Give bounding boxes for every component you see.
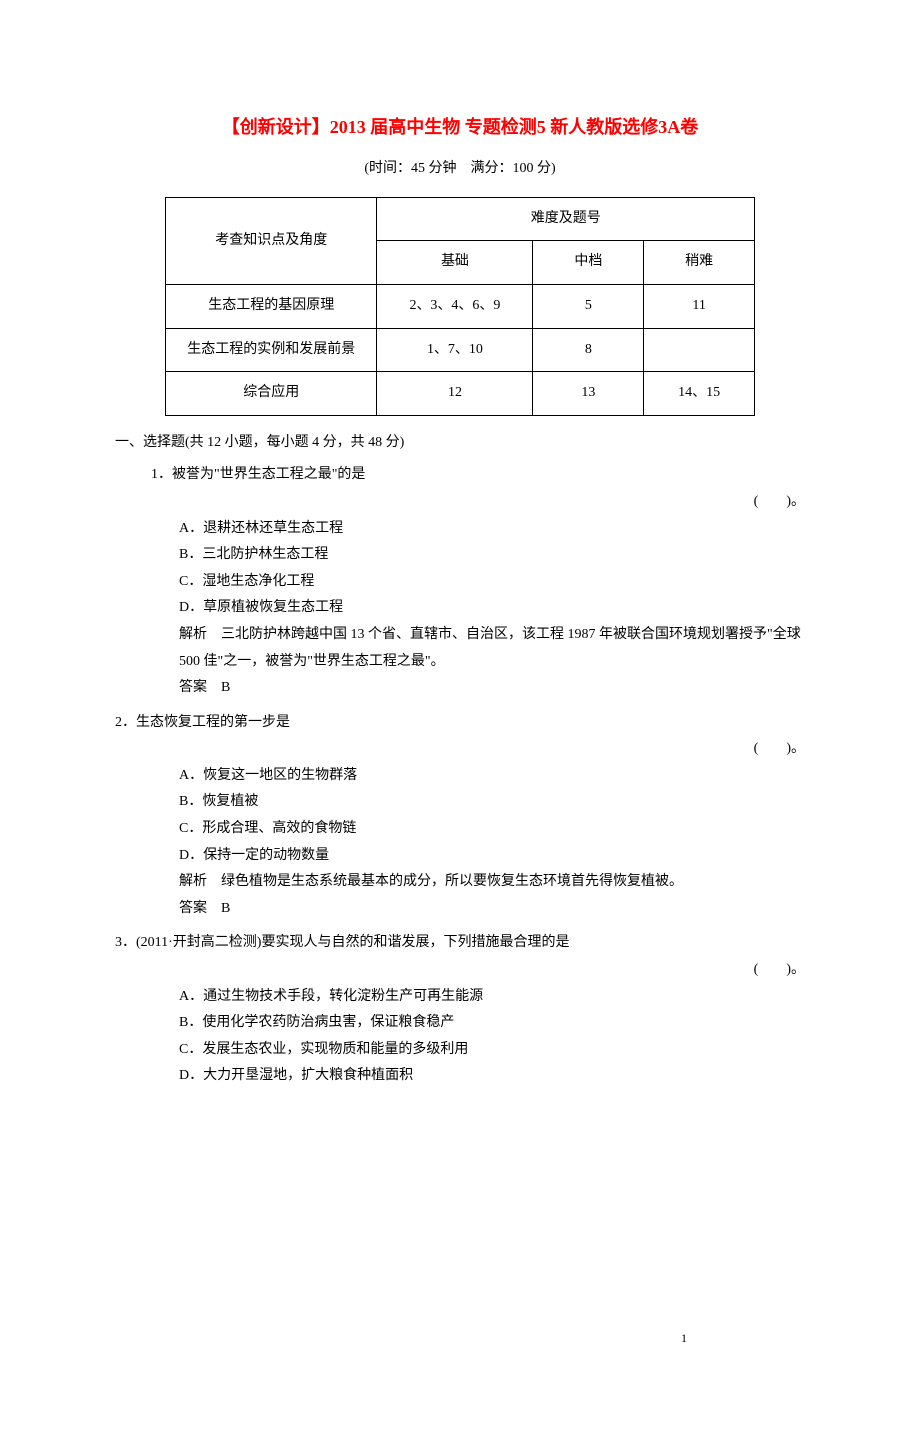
option-a: A．通过生物技术手段，转化淀粉生产可再生能源 <box>115 984 805 1011</box>
table-cell-hard: 14、15 <box>644 372 755 416</box>
table-cell-medium: 8 <box>533 328 644 372</box>
table-cell-hard <box>644 328 755 372</box>
analysis-text: 解析 三北防护林跨越中国 13 个省、直辖市、自治区，该工程 1987 年被联合… <box>115 622 805 675</box>
option-b: B．恢复植被 <box>115 789 805 816</box>
document-title: 【创新设计】2013 届高中生物 专题检测5 新人教版选修3A卷 <box>115 110 805 144</box>
question-2: 2．生态恢复工程的第一步是 ( )。 A．恢复这一地区的生物群落 B．恢复植被 … <box>115 710 805 923</box>
option-b: B．三北防护林生态工程 <box>115 542 805 569</box>
option-a: A．退耕还林还草生态工程 <box>115 516 805 543</box>
answer-text: 答案 B <box>115 675 805 702</box>
table-subheader-medium: 中档 <box>533 241 644 285</box>
table-cell-topic: 综合应用 <box>166 372 377 416</box>
table-row: 生态工程的实例和发展前景 1、7、10 8 <box>166 328 755 372</box>
option-d: D．保持一定的动物数量 <box>115 843 805 870</box>
question-1: 1．被誉为"世界生态工程之最"的是 ( )。 A．退耕还林还草生态工程 B．三北… <box>115 462 805 701</box>
table-cell-topic: 生态工程的实例和发展前景 <box>166 328 377 372</box>
table-row: 生态工程的基因原理 2、3、4、6、9 5 11 <box>166 284 755 328</box>
option-d: D．大力开垦湿地，扩大粮食种植面积 <box>115 1063 805 1090</box>
table-cell-hard: 11 <box>644 284 755 328</box>
analysis-text: 解析 绿色植物是生态系统最基本的成分，所以要恢复生态环境首先得恢复植被。 <box>115 869 805 896</box>
difficulty-table: 考查知识点及角度 难度及题号 基础 中档 稍难 生态工程的基因原理 2、3、4、… <box>165 197 755 416</box>
answer-blank: ( )。 <box>115 736 805 763</box>
option-a: A．恢复这一地区的生物群落 <box>115 763 805 790</box>
table-cell-basic: 12 <box>377 372 533 416</box>
table-header-right: 难度及题号 <box>377 197 755 241</box>
question-stem: 3．(2011·开封高二检测)要实现人与自然的和谐发展，下列措施最合理的是 <box>115 930 805 957</box>
table-cell-medium: 13 <box>533 372 644 416</box>
table-cell-medium: 5 <box>533 284 644 328</box>
option-c: C．形成合理、高效的食物链 <box>115 816 805 843</box>
option-b: B．使用化学农药防治病虫害，保证粮食稳产 <box>115 1010 805 1037</box>
table-row: 综合应用 12 13 14、15 <box>166 372 755 416</box>
table-header-left: 考查知识点及角度 <box>166 197 377 284</box>
page-number: 1 <box>681 1327 687 1350</box>
table-subheader-basic: 基础 <box>377 241 533 285</box>
answer-blank: ( )。 <box>115 957 805 984</box>
table-cell-basic: 1、7、10 <box>377 328 533 372</box>
section-heading: 一、选择题(共 12 小题，每小题 4 分，共 48 分) <box>115 430 805 457</box>
option-c: C．湿地生态净化工程 <box>115 569 805 596</box>
question-stem: 2．生态恢复工程的第一步是 <box>115 710 805 737</box>
question-3: 3．(2011·开封高二检测)要实现人与自然的和谐发展，下列措施最合理的是 ( … <box>115 930 805 1090</box>
question-stem: 1．被誉为"世界生态工程之最"的是 <box>115 462 805 489</box>
table-cell-topic: 生态工程的基因原理 <box>166 284 377 328</box>
option-d: D．草原植被恢复生态工程 <box>115 595 805 622</box>
document-subtitle: (时间：45 分钟 满分：100 分) <box>115 156 805 183</box>
table-subheader-hard: 稍难 <box>644 241 755 285</box>
answer-blank: ( )。 <box>115 489 805 516</box>
option-c: C．发展生态农业，实现物质和能量的多级利用 <box>115 1037 805 1064</box>
answer-text: 答案 B <box>115 896 805 923</box>
table-cell-basic: 2、3、4、6、9 <box>377 284 533 328</box>
